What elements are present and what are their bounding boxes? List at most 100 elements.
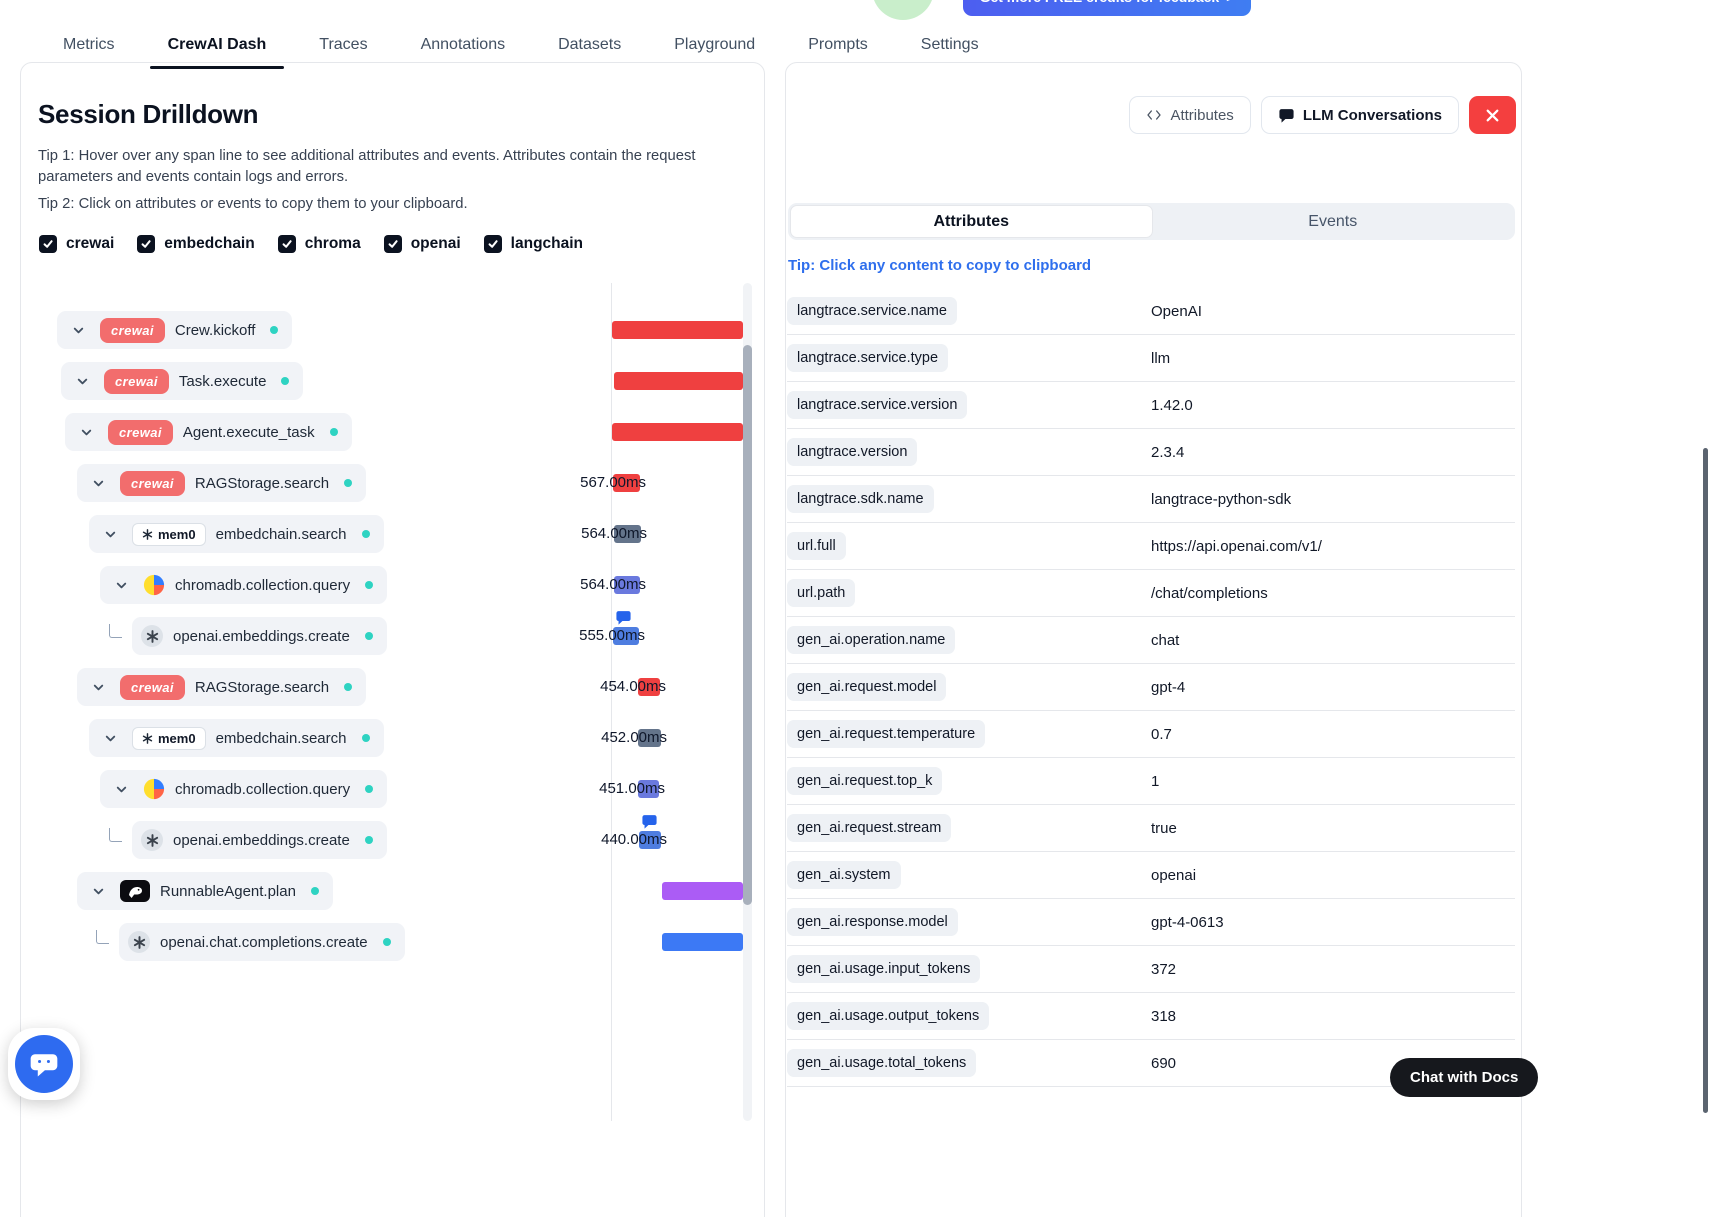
tree-scrollbar-thumb[interactable] bbox=[743, 345, 752, 905]
span-row-ragstorage-search[interactable]: crewai RAGStorage.search 567.00ms bbox=[21, 464, 764, 502]
attribute-key-chip[interactable]: gen_ai.response.model bbox=[787, 908, 958, 936]
attribute-row-langtrace-version[interactable]: langtrace.version 2.3.4 bbox=[787, 429, 1515, 476]
attribute-key-chip[interactable]: langtrace.service.type bbox=[787, 344, 949, 372]
attribute-row-gen-ai-request-model[interactable]: gen_ai.request.model gpt-4 bbox=[787, 664, 1515, 711]
attribute-row-url-path[interactable]: url.path /chat/completions bbox=[787, 570, 1515, 617]
span-timeline-bar[interactable] bbox=[614, 525, 641, 543]
span-row-chromadb-collection-query[interactable]: chromadb.collection.query 564.00ms bbox=[21, 566, 764, 604]
checkbox-checked-icon[interactable] bbox=[137, 235, 156, 253]
filter-crewai[interactable]: crewai bbox=[39, 235, 114, 253]
attribute-row-gen-ai-request-top-k[interactable]: gen_ai.request.top_k 1 bbox=[787, 758, 1515, 805]
span-timeline-bar[interactable] bbox=[614, 576, 640, 594]
filter-openai[interactable]: openai bbox=[383, 235, 461, 253]
attribute-key-chip[interactable]: gen_ai.request.model bbox=[787, 673, 947, 701]
span-row-ragstorage-search[interactable]: crewai RAGStorage.search 454.00ms bbox=[21, 668, 764, 706]
attribute-key-chip[interactable]: gen_ai.usage.output_tokens bbox=[787, 1002, 990, 1030]
checkbox-checked-icon[interactable] bbox=[39, 235, 57, 253]
span-label-pill[interactable]: RunnableAgent.plan bbox=[77, 872, 333, 910]
attribute-row-gen-ai-operation-name[interactable]: gen_ai.operation.name chat bbox=[787, 617, 1515, 664]
span-timeline-bar[interactable] bbox=[662, 933, 743, 951]
attribute-value[interactable]: /chat/completions bbox=[1151, 584, 1268, 602]
span-timeline-bar[interactable] bbox=[639, 831, 661, 849]
span-row-task-execute[interactable]: crewai Task.execute bbox=[21, 362, 764, 400]
attribute-row-gen-ai-request-stream[interactable]: gen_ai.request.stream true bbox=[787, 805, 1515, 852]
nav-tab-playground[interactable]: Playground bbox=[656, 24, 773, 66]
span-row-openai-chat-completions-create[interactable]: openai.chat.completions.create bbox=[21, 923, 764, 961]
attribute-row-langtrace-service-version[interactable]: langtrace.service.version 1.42.0 bbox=[787, 382, 1515, 429]
attributes-button[interactable]: Attributes bbox=[1129, 96, 1251, 134]
chat-widget-launcher[interactable] bbox=[8, 1028, 80, 1100]
chevron-down-icon[interactable] bbox=[86, 884, 110, 899]
attribute-key-chip[interactable]: url.full bbox=[787, 532, 846, 560]
attribute-value[interactable]: OpenAI bbox=[1151, 302, 1202, 320]
attribute-value[interactable]: gpt-4 bbox=[1151, 678, 1186, 696]
attribute-key-chip[interactable]: gen_ai.request.top_k bbox=[787, 767, 943, 795]
checkbox-checked-icon[interactable] bbox=[483, 235, 502, 253]
span-label-pill[interactable]: crewai RAGStorage.search bbox=[77, 464, 367, 502]
attribute-value[interactable]: 318 bbox=[1151, 1007, 1177, 1025]
span-label-pill[interactable]: openai.embeddings.create bbox=[132, 617, 387, 655]
attribute-value[interactable]: 2.3.4 bbox=[1151, 443, 1185, 461]
nav-tab-settings[interactable]: Settings bbox=[903, 24, 997, 66]
attribute-value[interactable]: llm bbox=[1151, 349, 1171, 367]
chevron-down-icon[interactable] bbox=[109, 578, 133, 593]
chevron-down-icon[interactable] bbox=[98, 731, 122, 746]
span-row-openai-embeddings-create[interactable]: openai.embeddings.create 440.00ms bbox=[21, 815, 764, 859]
span-row-embedchain-search[interactable]: mem0 embedchain.search 452.00ms bbox=[21, 719, 764, 757]
close-button[interactable] bbox=[1469, 96, 1516, 134]
attribute-value[interactable]: 372 bbox=[1151, 960, 1177, 978]
span-label-pill[interactable]: crewai Crew.kickoff bbox=[57, 311, 293, 349]
nav-tab-prompts[interactable]: Prompts bbox=[790, 24, 886, 66]
attribute-key-chip[interactable]: gen_ai.operation.name bbox=[787, 626, 956, 654]
attribute-key-chip[interactable]: gen_ai.request.temperature bbox=[787, 720, 986, 748]
attribute-value[interactable]: true bbox=[1151, 819, 1177, 837]
span-row-runnableagent-plan[interactable]: RunnableAgent.plan bbox=[21, 872, 764, 910]
span-timeline-bar[interactable] bbox=[613, 627, 639, 645]
free-credits-button[interactable]: Get more FREE credits for feedback > bbox=[963, 0, 1251, 16]
attribute-key-chip[interactable]: langtrace.service.name bbox=[787, 297, 957, 325]
attribute-value[interactable]: 690 bbox=[1151, 1054, 1177, 1072]
attribute-value[interactable]: https://api.openai.com/v1/ bbox=[1151, 537, 1322, 555]
span-timeline-bar[interactable] bbox=[612, 423, 743, 441]
span-label-pill[interactable]: crewai Agent.execute_task bbox=[65, 413, 352, 451]
tab-events[interactable]: Events bbox=[1153, 205, 1514, 238]
attribute-row-langtrace-service-type[interactable]: langtrace.service.type llm bbox=[787, 335, 1515, 382]
attribute-row-gen-ai-system[interactable]: gen_ai.system openai bbox=[787, 852, 1515, 899]
attribute-value[interactable]: 0.7 bbox=[1151, 725, 1172, 743]
attribute-key-chip[interactable]: langtrace.service.version bbox=[787, 391, 968, 419]
span-label-pill[interactable]: mem0 embedchain.search bbox=[89, 719, 384, 757]
attribute-value[interactable]: 1 bbox=[1151, 772, 1160, 790]
chevron-down-icon[interactable] bbox=[98, 527, 122, 542]
span-timeline-bar[interactable] bbox=[614, 372, 743, 390]
attribute-row-langtrace-sdk-name[interactable]: langtrace.sdk.name langtrace-python-sdk bbox=[787, 476, 1515, 523]
attribute-key-chip[interactable]: gen_ai.request.stream bbox=[787, 814, 952, 842]
attribute-key-chip[interactable]: langtrace.version bbox=[787, 438, 918, 466]
attribute-row-langtrace-service-name[interactable]: langtrace.service.name OpenAI bbox=[787, 288, 1515, 335]
attribute-key-chip[interactable]: gen_ai.usage.input_tokens bbox=[787, 955, 981, 983]
nav-tab-crewai-dash[interactable]: CrewAI Dash bbox=[149, 24, 285, 69]
span-row-chromadb-collection-query[interactable]: chromadb.collection.query 451.00ms bbox=[21, 770, 764, 808]
filter-chroma[interactable]: chroma bbox=[277, 235, 361, 253]
attribute-key-chip[interactable]: gen_ai.usage.total_tokens bbox=[787, 1049, 977, 1077]
span-label-pill[interactable]: openai.embeddings.create bbox=[132, 821, 387, 859]
filter-embedchain[interactable]: embedchain bbox=[137, 235, 255, 253]
attribute-value[interactable]: openai bbox=[1151, 866, 1197, 884]
attribute-value[interactable]: chat bbox=[1151, 631, 1180, 649]
filter-langchain[interactable]: langchain bbox=[483, 235, 583, 253]
span-timeline-bar[interactable] bbox=[638, 780, 659, 798]
nav-tab-datasets[interactable]: Datasets bbox=[540, 24, 639, 66]
chevron-down-icon[interactable] bbox=[74, 425, 98, 440]
span-timeline-bar[interactable] bbox=[638, 729, 661, 747]
chevron-down-icon[interactable] bbox=[70, 374, 94, 389]
attribute-row-gen-ai-usage-total-tokens[interactable]: gen_ai.usage.total_tokens 690 bbox=[787, 1040, 1515, 1087]
attribute-key-chip[interactable]: langtrace.sdk.name bbox=[787, 485, 934, 513]
checkbox-checked-icon[interactable] bbox=[383, 235, 402, 253]
attribute-row-gen-ai-request-temperature[interactable]: gen_ai.request.temperature 0.7 bbox=[787, 711, 1515, 758]
attribute-value[interactable]: langtrace-python-sdk bbox=[1151, 490, 1292, 508]
tab-attributes[interactable]: Attributes bbox=[790, 205, 1153, 238]
avatar[interactable] bbox=[872, 0, 934, 20]
chat-with-docs-button[interactable]: Chat with Docs bbox=[1390, 1058, 1539, 1097]
attribute-key-chip[interactable]: gen_ai.system bbox=[787, 861, 901, 889]
chevron-down-icon[interactable] bbox=[109, 782, 133, 797]
chevron-down-icon[interactable] bbox=[86, 476, 110, 491]
